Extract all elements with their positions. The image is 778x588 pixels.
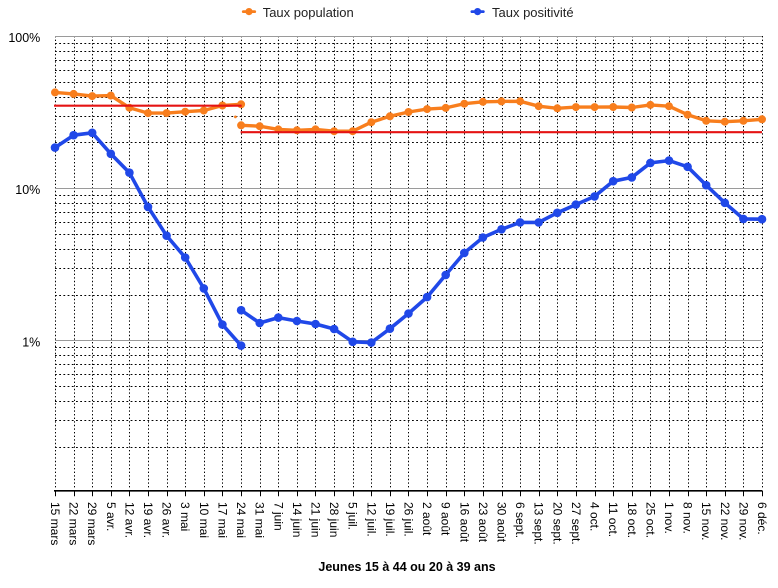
svg-text:7 juin: 7 juin	[271, 502, 285, 531]
svg-text:25 oct.: 25 oct.	[643, 502, 657, 538]
svg-text:11 oct.: 11 oct.	[606, 502, 620, 537]
svg-text:100%: 100%	[8, 31, 40, 45]
svg-text:23 août: 23 août	[476, 502, 490, 543]
svg-text:24 mai: 24 mai	[234, 502, 248, 538]
svg-text:10 mai: 10 mai	[197, 502, 211, 538]
svg-text:3 mai: 3 mai	[178, 502, 192, 531]
svg-text:14 juin: 14 juin	[290, 502, 304, 537]
svg-text:Taux positivité: Taux positivité	[492, 5, 574, 20]
svg-text:29 nov.: 29 nov.	[736, 502, 750, 540]
svg-text:13 sept.: 13 sept.	[532, 502, 546, 545]
svg-text:9 août: 9 août	[439, 502, 453, 536]
svg-text:30 août: 30 août	[495, 502, 509, 543]
svg-text:12 juil.: 12 juil.	[364, 502, 378, 537]
svg-text:20 sept.: 20 sept.	[550, 502, 564, 545]
svg-text:26 juil.: 26 juil.	[402, 502, 416, 537]
svg-text:1%: 1%	[22, 335, 40, 349]
svg-text:8 nov.: 8 nov.	[681, 502, 695, 534]
svg-text:22 nov.: 22 nov.	[718, 502, 732, 540]
svg-text:1 nov.: 1 nov.	[662, 502, 676, 534]
svg-text:16 août: 16 août	[457, 502, 471, 543]
svg-text:31 mai: 31 mai	[253, 502, 267, 538]
svg-text:15 mars: 15 mars	[48, 502, 62, 545]
svg-text:19 juil.: 19 juil.	[383, 502, 397, 537]
svg-text:5 juil.: 5 juil.	[346, 502, 360, 530]
svg-text:6 déc.: 6 déc.	[755, 502, 769, 535]
svg-text:10%: 10%	[15, 183, 40, 197]
svg-text:17 mai: 17 mai	[215, 502, 229, 538]
svg-text:4 oct.: 4 oct.	[588, 502, 602, 531]
svg-text:5 avr.: 5 avr.	[104, 502, 118, 531]
svg-text:15 nov.: 15 nov.	[699, 502, 713, 540]
svg-text:2 août: 2 août	[420, 502, 434, 536]
svg-text:27 sept.: 27 sept.	[569, 502, 583, 545]
svg-text:18 oct.: 18 oct.	[625, 502, 639, 538]
svg-text:12 avr.: 12 avr.	[122, 502, 136, 538]
svg-text:6 sept.: 6 sept.	[513, 502, 527, 538]
svg-text:22 mars: 22 mars	[67, 502, 81, 545]
svg-text:19 avr.: 19 avr.	[141, 502, 155, 538]
svg-text:29 mars: 29 mars	[85, 502, 99, 545]
svg-text:26 avr.: 26 avr.	[160, 502, 174, 538]
svg-text:21 juin: 21 juin	[309, 502, 323, 537]
svg-text:Jeunes 15 à 44 ou 20 à 39 ans: Jeunes 15 à 44 ou 20 à 39 ans	[318, 560, 495, 574]
svg-text:Taux population: Taux population	[263, 5, 354, 20]
svg-text:28 juin: 28 juin	[327, 502, 341, 537]
